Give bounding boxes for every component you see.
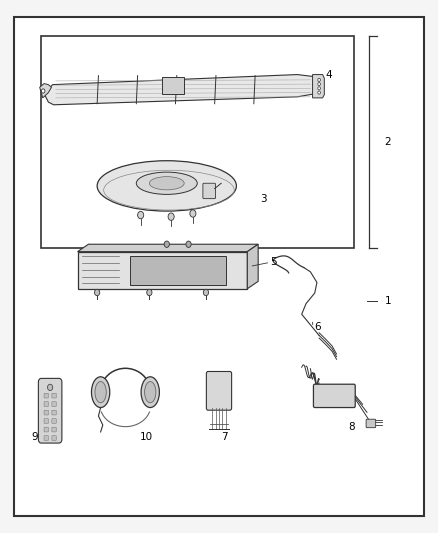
Circle shape [318,78,321,82]
FancyBboxPatch shape [39,378,62,443]
Text: 2: 2 [385,137,391,147]
Text: 6: 6 [314,322,321,333]
Polygon shape [313,75,324,98]
FancyBboxPatch shape [314,384,355,408]
Circle shape [147,289,152,296]
Text: 9: 9 [31,432,38,442]
Text: 10: 10 [140,432,153,442]
Circle shape [164,241,170,247]
Text: 7: 7 [221,432,228,442]
Circle shape [138,212,144,219]
FancyBboxPatch shape [44,402,48,407]
FancyBboxPatch shape [52,410,56,415]
FancyBboxPatch shape [206,372,232,410]
Polygon shape [40,84,51,98]
Circle shape [186,241,191,247]
FancyBboxPatch shape [44,410,48,415]
Polygon shape [78,252,247,289]
Ellipse shape [92,377,110,408]
Text: 1: 1 [385,296,391,306]
Circle shape [47,384,53,391]
Polygon shape [162,77,184,94]
Ellipse shape [145,382,156,403]
Text: 8: 8 [349,422,355,432]
Circle shape [203,289,208,296]
Text: 5: 5 [270,257,277,267]
Circle shape [318,87,321,90]
Polygon shape [78,244,258,252]
FancyBboxPatch shape [44,393,48,398]
Ellipse shape [141,377,159,408]
FancyBboxPatch shape [203,183,215,199]
Circle shape [318,91,321,94]
Polygon shape [247,244,258,289]
Circle shape [95,289,100,296]
Circle shape [318,83,321,86]
Ellipse shape [97,161,237,211]
FancyBboxPatch shape [366,419,376,427]
Circle shape [42,89,45,93]
FancyBboxPatch shape [44,435,48,440]
Bar [130,256,226,285]
FancyBboxPatch shape [52,435,56,440]
Text: 3: 3 [260,193,267,204]
FancyBboxPatch shape [44,419,48,423]
Bar [41,36,354,248]
FancyBboxPatch shape [52,427,56,432]
Circle shape [168,213,174,220]
Ellipse shape [95,382,106,403]
Ellipse shape [136,172,197,195]
FancyBboxPatch shape [52,402,56,407]
Polygon shape [45,75,321,105]
FancyBboxPatch shape [52,419,56,423]
Circle shape [190,210,196,217]
Ellipse shape [149,176,184,190]
FancyBboxPatch shape [52,393,56,398]
FancyBboxPatch shape [44,427,48,432]
Text: 4: 4 [325,70,332,79]
